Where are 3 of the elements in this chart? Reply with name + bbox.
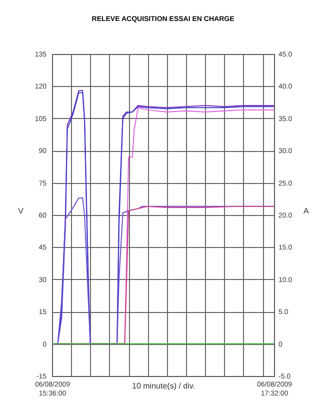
y-axis-title: V <box>18 206 24 216</box>
x-axis-title: 10 minute(s) / div. <box>132 382 195 390</box>
y2-axis-title: A <box>303 206 310 216</box>
